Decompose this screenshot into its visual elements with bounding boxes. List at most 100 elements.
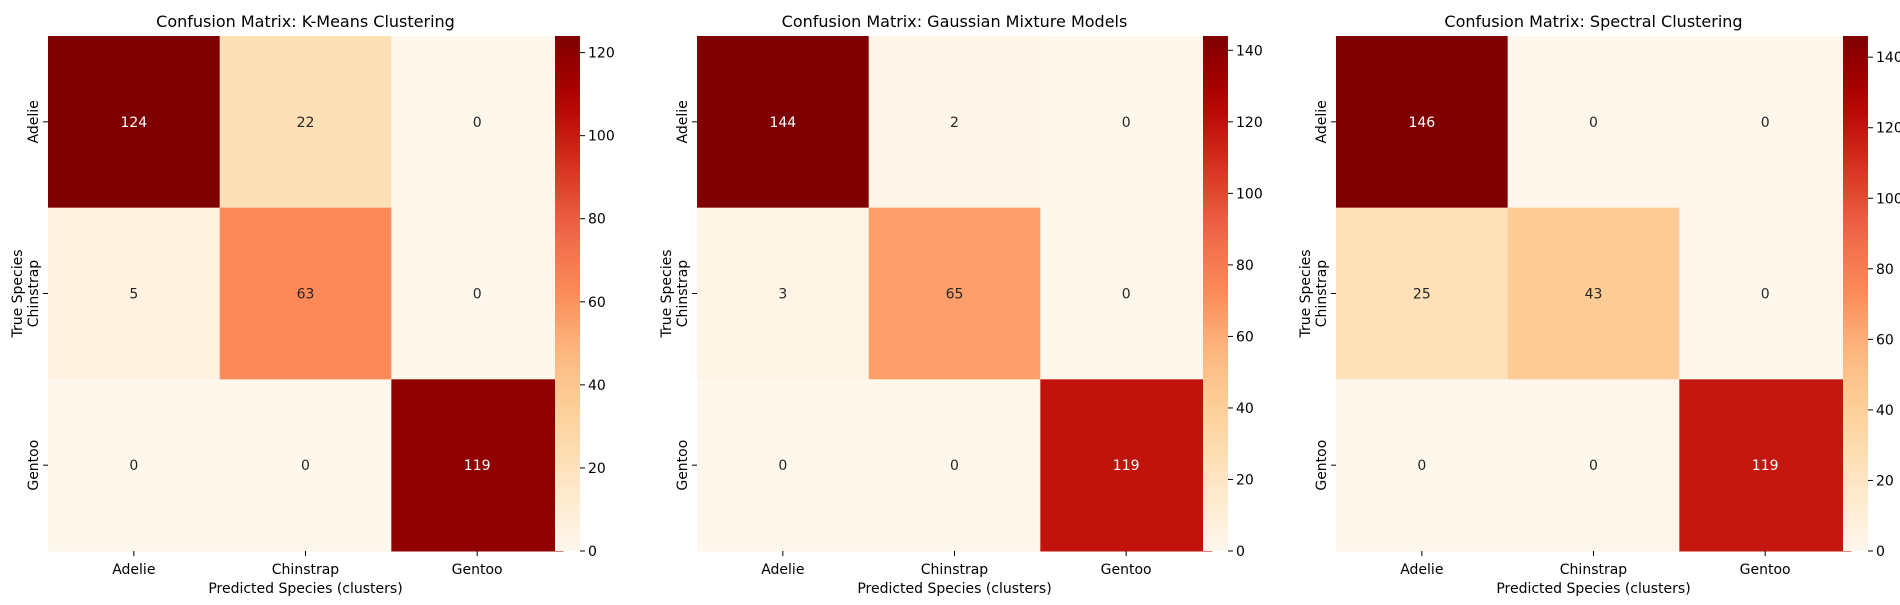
colorbar-tick-label: 20 [1876, 473, 1894, 489]
colorbar-tick-label: 20 [1236, 472, 1254, 488]
colorbar-tick-label: 120 [588, 46, 615, 62]
cell-value-label: 0 [1417, 458, 1426, 474]
cell-value-label: 0 [1761, 287, 1770, 303]
cell-value-label: 0 [1589, 115, 1598, 131]
y-tick-label: Gentoo [675, 440, 691, 491]
colorbar-tick-label: 80 [1876, 262, 1894, 278]
cell-value-label: 124 [120, 115, 147, 131]
colorbar-tick-label: 0 [1236, 544, 1245, 560]
cell-value-label: 0 [473, 287, 482, 303]
heatmap-cell [1507, 36, 1680, 209]
colorbar-tick-label: 120 [1236, 115, 1263, 131]
colorbar [1843, 36, 1868, 551]
cell-value-label: 0 [1122, 115, 1131, 131]
cell-value-label: 0 [1761, 115, 1770, 131]
colorbar-tick-label: 100 [588, 129, 615, 145]
x-tick-label: Adelie [761, 562, 804, 578]
cell-value-label: 5 [129, 287, 138, 303]
colorbar-tick-label: 140 [1236, 43, 1263, 59]
x-tick-label: Chinstrap [1560, 562, 1628, 578]
cell-value-label: 119 [464, 458, 491, 474]
cell-value-label: 0 [1122, 287, 1131, 303]
heatmap-cell [48, 36, 221, 209]
x-tick-label: Adelie [1400, 562, 1443, 578]
x-axis-label: Predicted Species (clusters) [208, 581, 402, 597]
x-tick-label: Adelie [112, 562, 155, 578]
cell-value-label: 0 [301, 458, 310, 474]
colorbar-tick-label: 60 [588, 295, 606, 311]
heatmap-cell [868, 36, 1041, 209]
cell-value-label: 63 [297, 287, 315, 303]
x-tick-label: Chinstrap [272, 562, 340, 578]
colorbar-tick-label: 140 [1876, 50, 1900, 66]
heatmap-cell [48, 207, 221, 380]
panel-title: Confusion Matrix: Gaussian Mixture Model… [782, 12, 1128, 31]
heatmap-cell [697, 36, 870, 209]
colorbar [1203, 36, 1228, 551]
cell-value-label: 119 [1752, 458, 1779, 474]
cell-value-label: 0 [778, 458, 787, 474]
cell-value-label: 119 [1113, 458, 1140, 474]
colorbar-tick-label: 60 [1236, 329, 1254, 345]
x-tick-label: Gentoo [1101, 562, 1152, 578]
y-tick-label: Chinstrap [675, 260, 691, 328]
colorbar-tick-label: 80 [1236, 258, 1254, 274]
colorbar-tick-label: 40 [1876, 403, 1894, 419]
colorbar-tick-label: 100 [1236, 186, 1263, 202]
y-tick-label: Adelie [675, 100, 691, 143]
heatmap-panel-3: Confusion Matrix: Spectral Clustering 146… [1298, 12, 1900, 597]
cell-value-label: 0 [129, 458, 138, 474]
x-tick-label: Gentoo [452, 562, 503, 578]
cell-value-label: 0 [473, 115, 482, 131]
y-axis-label: True Species [659, 249, 675, 338]
cell-value-label: 43 [1585, 287, 1603, 303]
y-tick-label: Gentoo [26, 440, 42, 491]
heatmap-panel-1: Confusion Matrix: K-Means Clustering 124 2… [10, 12, 615, 597]
heatmap-cell [391, 379, 564, 552]
cell-value-label: 65 [946, 287, 964, 303]
y-axis-label: True Species [10, 249, 26, 338]
x-axis-label: Predicted Species (clusters) [857, 581, 1051, 597]
colorbar [555, 36, 580, 551]
heatmap-cell [219, 36, 392, 209]
cell-value-label: 22 [297, 115, 315, 131]
cell-value-label: 146 [1408, 115, 1435, 131]
colorbar-tick-label: 60 [1876, 332, 1894, 348]
heatmap-cell [219, 379, 392, 552]
colorbar-tick-label: 120 [1876, 121, 1900, 137]
heatmap-cell [1507, 207, 1680, 380]
heatmap-cell [391, 207, 564, 380]
heatmap-cell [1040, 379, 1213, 552]
heatmap-cell [1679, 36, 1852, 209]
heatmap-cell [1679, 379, 1852, 552]
x-tick-label: Chinstrap [921, 562, 989, 578]
y-tick-label: Chinstrap [26, 260, 42, 328]
heatmap-cell [868, 379, 1041, 552]
heatmap-cell [1336, 207, 1509, 380]
heatmap-cell [391, 36, 564, 209]
y-tick-label: Adelie [1314, 100, 1330, 143]
heatmap-cell [697, 207, 870, 380]
colorbar-tick-label: 100 [1876, 191, 1900, 207]
colorbar-tick-label: 80 [588, 212, 606, 228]
colorbar-tick-label: 20 [588, 461, 606, 477]
cell-value-label: 2 [950, 115, 959, 131]
colorbar-tick-label: 0 [588, 544, 597, 560]
y-axis-label: True Species [1298, 249, 1314, 338]
heatmap-cell [1336, 36, 1509, 209]
colorbar-tick-label: 40 [588, 378, 606, 394]
heatmap-cell [697, 379, 870, 552]
heatmap-panel-2: Confusion Matrix: Gaussian Mixture Model… [659, 12, 1263, 597]
heatmap-cell [48, 379, 221, 552]
panel-title: Confusion Matrix: Spectral Clustering [1444, 12, 1742, 31]
heatmap-cell [1679, 207, 1852, 380]
cell-value-label: 144 [769, 115, 796, 131]
colorbar-tick-label: 0 [1876, 544, 1885, 560]
heatmap-cell [1336, 379, 1509, 552]
panel-title: Confusion Matrix: K-Means Clustering [156, 12, 455, 31]
x-tick-label: Gentoo [1740, 562, 1791, 578]
heatmap-cell [868, 207, 1041, 380]
y-tick-label: Chinstrap [1314, 260, 1330, 328]
